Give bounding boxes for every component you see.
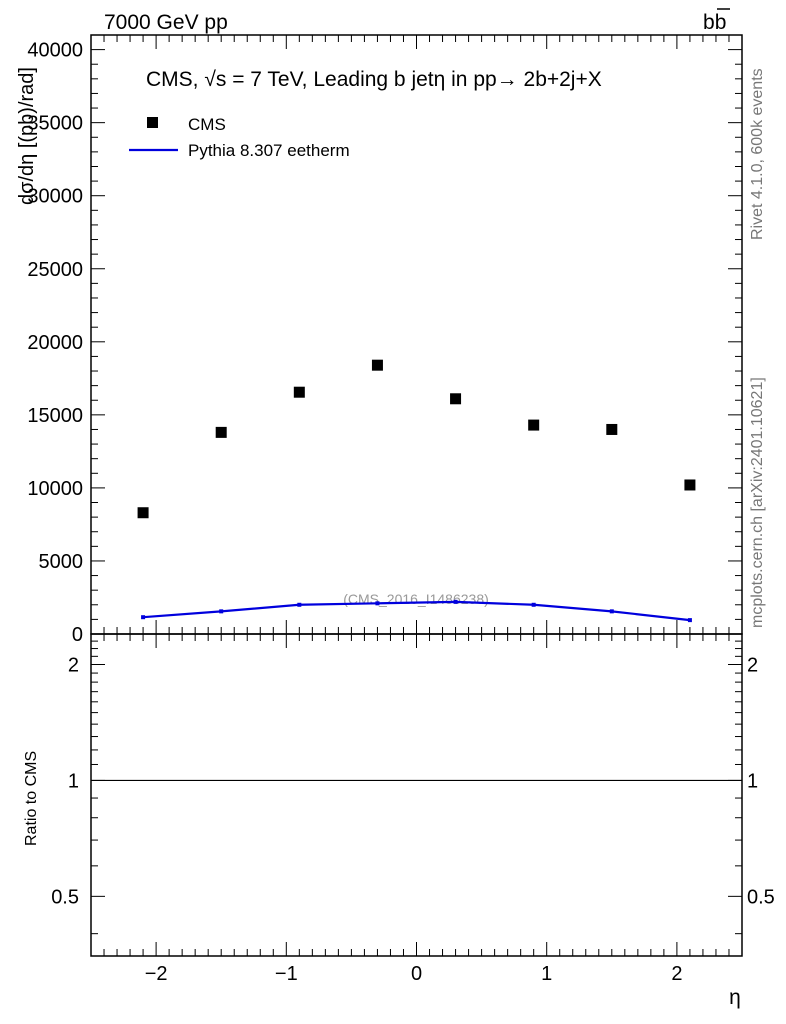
cms-point [684, 479, 696, 491]
process-label-bbar: b [715, 11, 727, 34]
y-tick-label: 10000 [27, 478, 83, 500]
legend-cms-label: CMS [188, 115, 226, 134]
ratio-axis-title: Ratio to CMS [23, 751, 40, 846]
pythia-point [687, 618, 692, 623]
cms-point [215, 426, 227, 438]
chart-title: CMS, √s = 7 TeV, Leading b jetη in pp→ 2… [146, 68, 602, 91]
cms-point [528, 419, 540, 431]
x-tick-labels: −2 −1 0 1 2 [145, 963, 683, 985]
ratio-tick-label-left: 1 [68, 770, 79, 792]
mcplots-label: mcplots.cern.ch [arXiv:2401.10621] [749, 377, 766, 628]
y-tick-labels: 0 5000 10000 15000 20000 25000 30000 35000 40000 [27, 40, 83, 646]
process-label: bb [703, 11, 726, 34]
cms-point [371, 359, 383, 371]
pythia-point [375, 601, 380, 606]
x-tick-label: 1 [541, 963, 552, 985]
pythia-point [453, 599, 458, 604]
cms-point [137, 507, 149, 519]
chart-title-suffix: η in pp→ 2b+2j+X [434, 68, 602, 91]
y-tick-label: 15000 [27, 405, 83, 427]
ratio-tick-label-right: 2 [747, 654, 758, 676]
ratio-tick-label-right: 1 [747, 770, 758, 792]
beam-label: 7000 GeV pp [104, 11, 228, 34]
pythia-point [531, 602, 536, 607]
y-tick-label: 30000 [27, 186, 83, 208]
pythia-point [141, 615, 146, 620]
ratio-tick-label-right: 0.5 [747, 886, 775, 908]
pythia-point [219, 609, 224, 614]
y-tick-label: 25000 [27, 259, 83, 281]
axis-ticks [90, 34, 743, 956]
pythia-series [141, 599, 692, 623]
ratio-tick-label-left: 2 [68, 654, 79, 676]
y-axis-title: dσ/dη [(pb)/rad] [16, 67, 38, 205]
cms-point [606, 423, 618, 435]
y-tick-label: 0 [72, 624, 83, 646]
chart-title-prefix: CMS, √s = 7 TeV, Leading b jet [146, 68, 434, 91]
ratio-tick-label-left: 0.5 [51, 886, 79, 908]
x-tick-label: −1 [275, 963, 298, 985]
pythia-point [609, 609, 614, 614]
pythia-point [297, 602, 302, 607]
legend-cms-marker [147, 117, 158, 128]
process-label-b: b [703, 11, 715, 34]
ratio-tick-labels: 0.5 0.5 1 1 2 2 [51, 654, 775, 908]
x-tick-label: −2 [145, 963, 168, 985]
cms-point [293, 386, 305, 398]
rivet-label: Rivet 4.1.0, 600k events [749, 68, 766, 240]
y-tick-label: 40000 [27, 40, 83, 62]
x-tick-label: 0 [411, 963, 422, 985]
y-tick-label: 35000 [27, 113, 83, 135]
pythia-line [142, 600, 691, 622]
x-axis-title: η [729, 986, 741, 1009]
x-tick-label: 2 [671, 963, 682, 985]
y-tick-label: 20000 [27, 332, 83, 354]
cms-point [450, 393, 462, 405]
legend-pythia-label: Pythia 8.307 eetherm [188, 141, 350, 160]
y-tick-label: 5000 [39, 551, 84, 573]
legend: CMS Pythia 8.307 eetherm [129, 115, 350, 160]
cms-series [137, 359, 696, 519]
ratio-plot-frame [90, 633, 743, 957]
